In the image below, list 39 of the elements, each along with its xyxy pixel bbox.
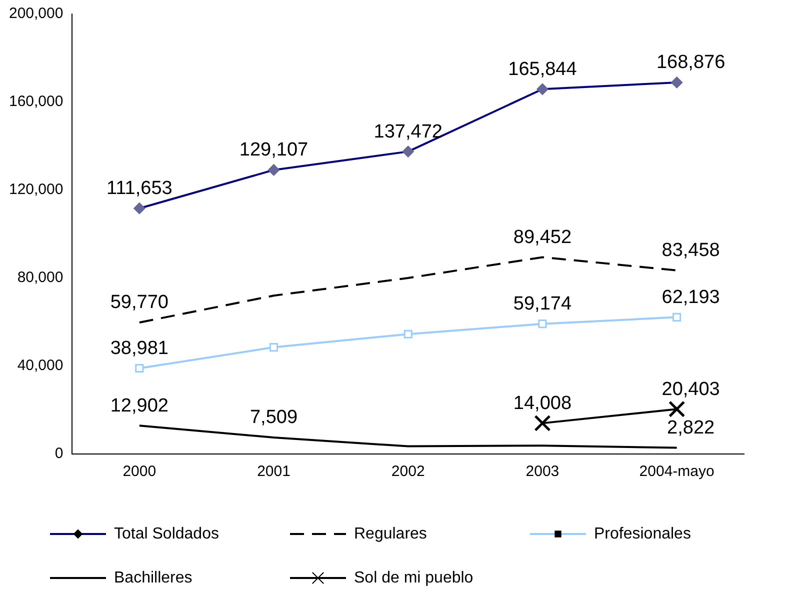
data-label: 14,008 <box>513 392 572 414</box>
legend-label: Profesionales <box>594 525 691 542</box>
point <box>672 312 682 322</box>
data-label: 59,174 <box>513 294 572 315</box>
data-label: 137,472 <box>374 121 442 142</box>
point <box>135 364 144 373</box>
y-tick-label: 200,000 <box>8 5 64 22</box>
data-label: 2,822 <box>667 418 715 439</box>
data-label: 62,193 <box>662 286 720 308</box>
point <box>538 320 547 328</box>
point <box>534 414 551 432</box>
x-tick-label: 2001 <box>257 463 290 480</box>
legend-label: Total Soldados <box>114 525 219 542</box>
legend-label: Bachilleres <box>114 569 192 586</box>
data-label: 38,981 <box>110 338 168 359</box>
data-label: 83,458 <box>662 240 720 262</box>
data-label: 111,653 <box>106 178 172 200</box>
point <box>404 330 412 338</box>
legend-label: Sol de mi pueblo <box>354 569 474 586</box>
point <box>269 343 278 352</box>
x-tick-label: 2002 <box>391 463 425 480</box>
y-tick-label: 0 <box>54 445 64 462</box>
point <box>668 400 686 418</box>
x-tick-label: 2003 <box>526 463 560 480</box>
x-tick-label: 2000 <box>122 463 156 480</box>
legend-label: Regulares <box>354 525 427 542</box>
data-label: 59,770 <box>110 292 168 314</box>
data-label: 165,844 <box>508 58 578 80</box>
y-tick-label: 40,000 <box>17 357 64 374</box>
data-label: 7,509 <box>250 407 298 428</box>
y-tick-label: 80,000 <box>17 269 64 286</box>
data-label: 168,876 <box>656 52 726 74</box>
y-tick-label: 120,000 <box>8 181 64 198</box>
data-label: 89,452 <box>513 226 572 248</box>
x-tick-label: 2004-mayo <box>639 463 714 480</box>
data-label: 12,902 <box>110 395 168 416</box>
data-label: 20,403 <box>662 378 720 400</box>
y-tick-label: 160,000 <box>8 93 64 110</box>
data-label: 129,107 <box>239 140 308 161</box>
